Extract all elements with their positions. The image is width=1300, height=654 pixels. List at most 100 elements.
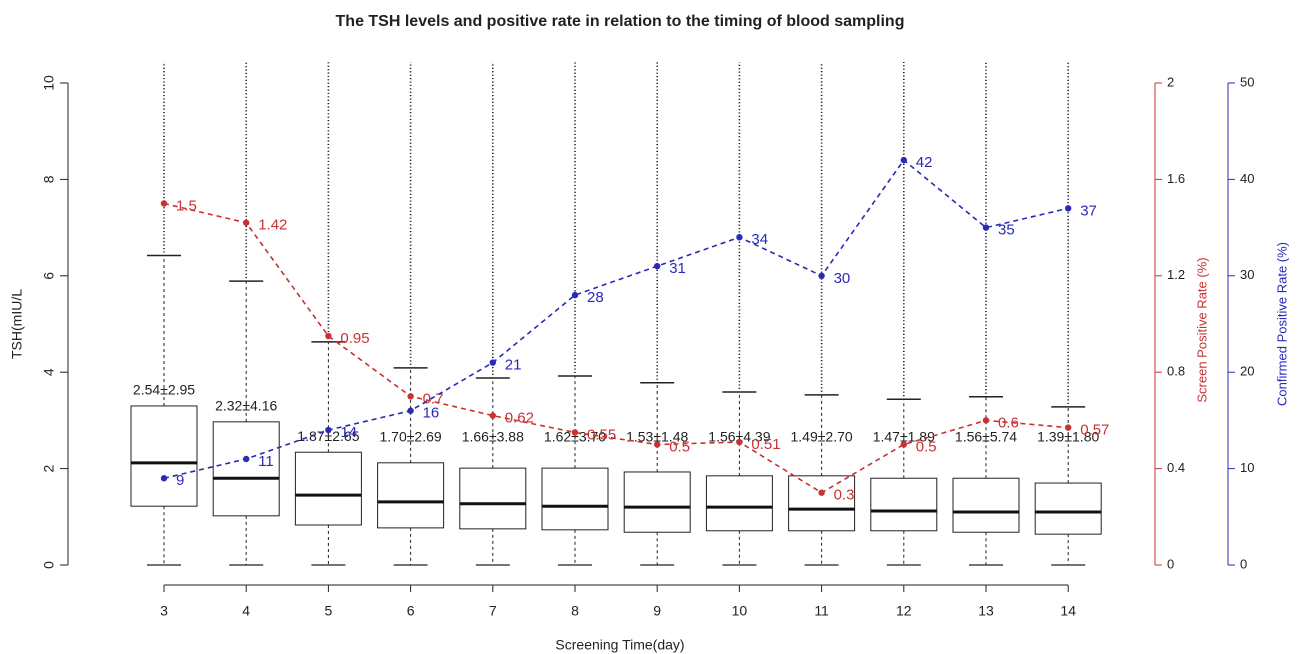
rate-point xyxy=(571,291,579,299)
rate-label: 11 xyxy=(258,453,274,470)
rate-label: 0.51 xyxy=(751,436,780,453)
x-tick-label: 6 xyxy=(407,603,415,619)
box-label: 1.66±3.88 xyxy=(462,429,524,445)
y2-tick-label: 2 xyxy=(1167,74,1174,89)
y3-tick-label: 30 xyxy=(1240,267,1254,282)
box-label: 1.56±5.74 xyxy=(955,429,1017,445)
y2-tick-label: 1.2 xyxy=(1167,267,1185,282)
box xyxy=(788,475,856,532)
rate-label: 30 xyxy=(834,270,851,287)
box xyxy=(541,467,609,531)
box-label: 1.53±1.48 xyxy=(626,429,688,445)
rate-point xyxy=(407,407,414,414)
box xyxy=(294,451,362,526)
box xyxy=(130,405,198,507)
rate-label: 1.5 xyxy=(176,197,197,214)
x-tick-label: 3 xyxy=(160,603,168,619)
rate-label: 16 xyxy=(423,405,440,422)
rate-line xyxy=(163,158,1069,480)
rate-label: 28 xyxy=(587,289,604,306)
y2-tick-label: 0.8 xyxy=(1167,364,1185,379)
rate-point xyxy=(818,272,825,279)
rate-label: 14 xyxy=(340,424,357,441)
rate-point xyxy=(571,429,579,436)
box-label: 1.49±2.70 xyxy=(791,429,853,445)
y-tick-label: 2 xyxy=(41,464,57,472)
rate-label: 0.3 xyxy=(834,487,855,504)
x-tick-label: 13 xyxy=(978,603,994,619)
box-label: 1.39±1.80 xyxy=(1037,429,1099,445)
y3-tick-label: 0 xyxy=(1240,556,1247,571)
box-label: 1.62±3.70 xyxy=(544,429,606,445)
rate-label: 0.95 xyxy=(340,330,369,347)
box xyxy=(459,467,527,530)
y3-tick-label: 50 xyxy=(1240,74,1254,89)
rate-label: 0.55 xyxy=(587,426,616,443)
box xyxy=(623,471,691,533)
rate-point xyxy=(489,359,496,366)
x-tick-label: 8 xyxy=(571,603,579,619)
y2-tick-label: 0 xyxy=(1167,556,1174,571)
rate-point xyxy=(160,200,168,207)
rate-label: 42 xyxy=(916,154,933,171)
rate-label: 37 xyxy=(1080,202,1097,219)
y3-axis-title: Confirmed Positive Rate (%) xyxy=(1274,242,1289,406)
x-tick-label: 9 xyxy=(653,603,661,619)
rate-label: 0.5 xyxy=(916,438,937,455)
y-axis-title: TSH(mIU/L xyxy=(9,289,25,359)
rate-label: 34 xyxy=(751,231,768,248)
x-tick-label: 11 xyxy=(814,603,829,619)
x-tick-label: 5 xyxy=(325,603,333,619)
box xyxy=(870,477,938,532)
x-axis-title: Screening Time(day) xyxy=(555,637,684,653)
rate-label: 0.5 xyxy=(669,438,690,455)
rate-label: 0.57 xyxy=(1080,422,1109,439)
box-label: 2.54±2.95 xyxy=(133,382,195,398)
y3-tick-label: 20 xyxy=(1240,364,1254,379)
box xyxy=(1034,482,1102,535)
rate-point xyxy=(407,393,414,400)
rate-point xyxy=(243,219,250,226)
rate-point xyxy=(900,441,907,448)
y2-tick-label: 1.6 xyxy=(1167,171,1185,186)
chart-title: The TSH levels and positive rate in rela… xyxy=(336,13,905,30)
rate-label: 0.62 xyxy=(505,410,534,427)
box xyxy=(705,475,773,532)
rate-line xyxy=(163,202,1069,494)
rate-point xyxy=(982,224,990,231)
rate-label: 9 xyxy=(176,472,184,489)
y-tick-label: 8 xyxy=(41,175,57,183)
box-label: 2.32±4.16 xyxy=(215,398,277,414)
rate-label: 31 xyxy=(669,260,686,277)
box xyxy=(952,477,1020,533)
rate-point xyxy=(489,412,496,419)
x-tick-label: 4 xyxy=(242,603,250,619)
x-tick-label: 14 xyxy=(1060,603,1076,619)
y-tick-label: 0 xyxy=(41,561,57,569)
rate-point xyxy=(325,426,332,434)
rate-point xyxy=(818,489,825,496)
y2-tick-label: 0.4 xyxy=(1167,460,1185,475)
box-label: 1.87±2.65 xyxy=(297,428,359,444)
rate-label: 35 xyxy=(998,222,1015,239)
x-tick-label: 7 xyxy=(489,603,497,619)
y-tick-label: 10 xyxy=(41,75,57,91)
box xyxy=(212,421,280,517)
y-tick-label: 6 xyxy=(41,272,57,280)
rate-label: 0.6 xyxy=(998,414,1019,431)
rate-label: 1.42 xyxy=(258,217,287,234)
rate-point xyxy=(1065,205,1072,212)
rate-point xyxy=(736,438,743,446)
rate-point xyxy=(325,332,332,340)
y3-tick-label: 40 xyxy=(1240,171,1254,186)
box-label: 1.70±2.69 xyxy=(380,429,442,445)
y-tick-label: 4 xyxy=(41,368,57,376)
rate-label: 21 xyxy=(505,357,522,374)
rate-point xyxy=(1065,424,1072,431)
rate-point xyxy=(982,417,990,424)
y3-tick-label: 10 xyxy=(1240,460,1254,475)
rate-point xyxy=(736,234,743,241)
rate-point xyxy=(654,441,661,448)
box-label: 1.56±4.39 xyxy=(708,429,770,445)
